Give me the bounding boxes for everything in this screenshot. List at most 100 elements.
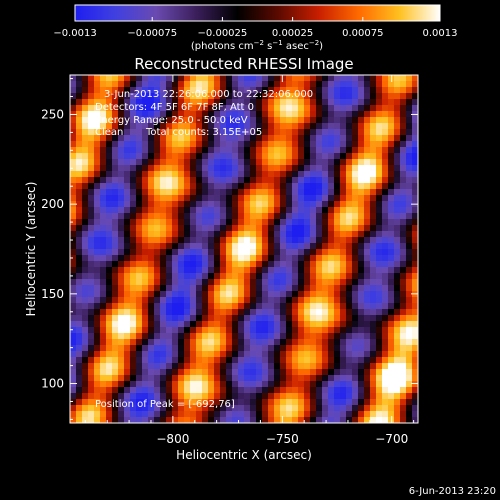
heatmap-cell [142,141,149,148]
heatmap-cell [310,117,317,124]
heatmap-cell [388,261,395,268]
heatmap-cell [298,405,305,412]
heatmap-cell [232,381,239,388]
heatmap-cell [172,141,179,148]
heatmap-cell [100,399,107,406]
heatmap-cell [238,327,245,334]
heatmap-cell [370,351,377,358]
heatmap-cell [250,237,257,244]
heatmap-cell [316,225,323,232]
heatmap-cell [400,351,407,358]
heatmap-cell [268,363,275,370]
heatmap-cell [94,129,101,136]
heatmap-cell [352,75,359,82]
heatmap-cell [184,351,191,358]
heatmap-cell [88,213,95,220]
heatmap-cell [256,99,263,106]
heatmap-cell [358,111,365,118]
heatmap-cell [244,249,251,256]
heatmap-cell [196,237,203,244]
heatmap-cell [148,249,155,256]
heatmap-cell [256,189,263,196]
heatmap-cell [280,111,287,118]
heatmap-cell [346,279,353,286]
heatmap-cell [334,279,341,286]
heatmap-cell [214,327,221,334]
heatmap-cell [280,357,287,364]
heatmap-cell [226,339,233,346]
heatmap-cell [376,243,383,250]
heatmap-cell [220,351,227,358]
heatmap-cell [214,321,221,328]
heatmap-cell [184,171,191,178]
heatmap-cell [328,99,335,106]
heatmap-cell [280,393,287,400]
heatmap-cell [82,159,89,166]
heatmap-cell [334,405,341,412]
heatmap-cell [202,111,209,118]
heatmap-cell [226,267,233,274]
heatmap-cell [100,261,107,268]
heatmap-cell [292,243,299,250]
heatmap-cell [262,87,269,94]
heatmap-cell [286,93,293,100]
heatmap-cell [256,75,263,82]
heatmap-cell [394,369,401,376]
heatmap-cell [232,375,239,382]
heatmap-cell [136,363,143,370]
heatmap-cell [118,303,125,310]
heatmap-cell [286,237,293,244]
heatmap-cell [88,297,95,304]
heatmap-cell [292,249,299,256]
heatmap-cell [142,189,149,196]
heatmap-cell [100,285,107,292]
heatmap-cell [124,207,131,214]
heatmap-cell [388,339,395,346]
heatmap-cell [382,87,389,94]
heatmap-cell [280,339,287,346]
x-axis-tick-labels: −800 −750 −700 [156,432,408,446]
heatmap-cell [304,363,311,370]
heatmap-cell [238,393,245,400]
heatmap-cell [130,399,137,406]
y-tick-label: 100 [41,377,64,391]
heatmap-cell [172,75,179,82]
heatmap-cell [334,399,341,406]
heatmap-cell [232,285,239,292]
heatmap-cell [82,81,89,88]
heatmap-cell [112,249,119,256]
heatmap-cell [214,87,221,94]
heatmap-cell [304,393,311,400]
heatmap-cell [274,201,281,208]
heatmap-cell [238,231,245,238]
heatmap-cell [322,207,329,214]
heatmap-cell [316,129,323,136]
heatmap-cell [190,267,197,274]
heatmap-cell [178,351,185,358]
heatmap-cell [304,135,311,142]
heatmap-cell [220,219,227,226]
heatmap-cell [292,411,299,418]
heatmap-cell [100,279,107,286]
heatmap-cell [202,87,209,94]
heatmap-cell [238,345,245,352]
heatmap-cell [250,171,257,178]
heatmap-cell [244,183,251,190]
heatmap-cell [166,345,173,352]
heatmap-cell [100,141,107,148]
heatmap-cell [202,147,209,154]
heatmap-cell [334,249,341,256]
heatmap-cell [196,411,203,418]
heatmap-cell [142,327,149,334]
heatmap-cell [100,309,107,316]
heatmap-cell [286,309,293,316]
heatmap-cell [226,123,233,130]
heatmap-cell [352,327,359,334]
heatmap-cell [298,159,305,166]
heatmap-cell [106,297,113,304]
heatmap-cell [376,303,383,310]
heatmap-cell [310,225,317,232]
heatmap-cell [346,207,353,214]
heatmap-cell [88,345,95,352]
heatmap-cell [256,309,263,316]
